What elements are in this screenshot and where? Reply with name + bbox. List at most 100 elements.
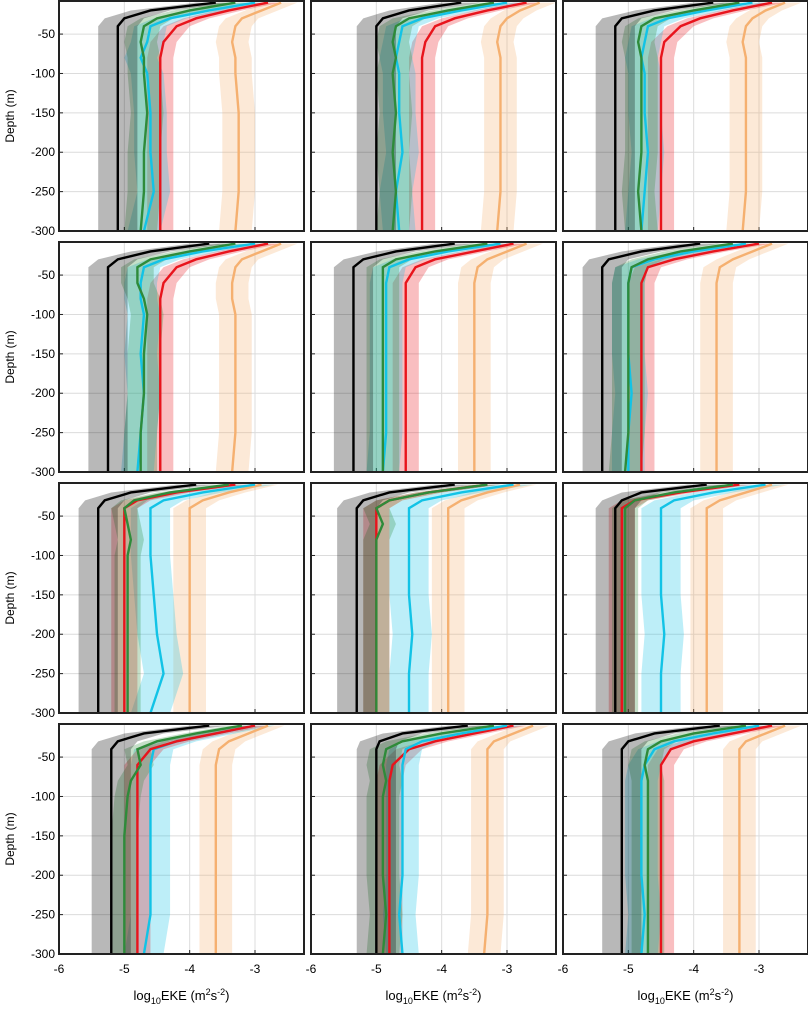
y-tick-label: -150 <box>31 106 55 120</box>
profile-line <box>407 483 514 713</box>
profile-line <box>741 1 786 231</box>
x-axis-label-part: 10 <box>151 996 161 1006</box>
x-tick-label: -3 <box>250 962 261 976</box>
spread-band <box>628 243 773 472</box>
spread-band <box>199 725 285 954</box>
plot-area <box>59 724 304 954</box>
profile-line <box>381 724 495 954</box>
plot-area <box>59 242 304 472</box>
panel <box>59 724 304 954</box>
spread-band <box>366 243 504 472</box>
profile-line <box>614 483 707 713</box>
x-tick-label: -5 <box>623 962 634 976</box>
profile-line <box>188 483 262 713</box>
y-tick-label: -100 <box>31 307 55 321</box>
y-tick-label: -150 <box>31 829 55 843</box>
x-axis-label-part: 2 <box>458 987 463 997</box>
spread-band <box>356 2 481 231</box>
panel <box>59 1 304 231</box>
x-axis-label-part: -2 <box>217 987 225 997</box>
profile-line <box>355 483 455 713</box>
spread-band <box>389 484 534 713</box>
spread-band <box>78 484 216 713</box>
y-tick-label: -100 <box>31 66 55 80</box>
panel-frame <box>58 0 305 232</box>
spread-band <box>458 243 543 472</box>
y-axis-label: Depth (m) <box>3 812 17 865</box>
profile-line <box>381 242 501 472</box>
plot-area <box>311 724 556 954</box>
panel <box>311 724 556 954</box>
spread-band <box>366 725 511 954</box>
y-axis-label: Depth (m) <box>3 89 17 142</box>
panel <box>563 242 808 472</box>
spread-band <box>88 243 229 472</box>
y-tick-label: -150 <box>31 588 55 602</box>
y-tick-label: -250 <box>31 426 55 440</box>
profile-line <box>623 483 734 713</box>
panel-frame <box>58 723 305 955</box>
x-axis-label-part: EKE (m <box>161 988 206 1003</box>
x-tick-label: -6 <box>558 962 569 976</box>
spread-band <box>595 484 727 713</box>
x-tick-label: -4 <box>436 962 447 976</box>
x-axis-label-part: EKE (m <box>413 988 458 1003</box>
y-axis-label: Depth (m) <box>3 330 17 383</box>
panel <box>563 724 808 954</box>
profile-line <box>620 724 720 954</box>
x-axis-label-part: log <box>385 988 402 1003</box>
y-tick-label: -300 <box>31 706 55 720</box>
profile-line <box>106 242 210 472</box>
x-tick-label: -3 <box>754 962 765 976</box>
profile-line <box>601 242 701 472</box>
y-tick-label: -300 <box>31 947 55 961</box>
plot-area <box>311 1 556 231</box>
y-tick-label: -300 <box>31 465 55 479</box>
y-tick-label: -200 <box>31 627 55 641</box>
profile-line <box>404 242 514 472</box>
spread-band <box>130 484 275 713</box>
profile-line <box>110 724 210 954</box>
panel-frame <box>310 482 557 714</box>
profile-line <box>214 724 269 954</box>
y-tick-label: -250 <box>31 185 55 199</box>
profile-line <box>388 724 514 954</box>
profile-line <box>636 1 740 231</box>
panel <box>563 1 808 231</box>
x-axis-label-part: 2 <box>206 987 211 997</box>
spread-band <box>595 2 733 231</box>
y-tick-label: -250 <box>31 667 55 681</box>
y-tick-label: -50 <box>38 27 56 41</box>
x-axis-label-part: log <box>133 988 150 1003</box>
x-tick-label: -5 <box>119 962 130 976</box>
spread-band <box>111 725 256 954</box>
spread-band <box>608 243 750 472</box>
profile-line <box>473 242 528 472</box>
x-axis-label-part: 10 <box>655 996 665 1006</box>
x-axis-label-part: s <box>211 988 218 1003</box>
spread-band <box>121 243 252 472</box>
plot-area <box>311 242 556 472</box>
profile-line <box>97 483 197 713</box>
spread-band <box>431 484 537 713</box>
profile-line <box>715 242 773 472</box>
panel-frame <box>562 723 808 955</box>
x-axis-label-part: ) <box>729 988 733 1003</box>
spread-band <box>621 2 756 231</box>
x-axis-label-part: -2 <box>721 987 729 997</box>
profile-line <box>391 1 495 231</box>
spread-band <box>376 2 511 231</box>
plot-area <box>59 1 304 231</box>
spread-band <box>124 725 269 954</box>
profile-line <box>640 242 760 472</box>
x-tick-label: -4 <box>184 962 195 976</box>
panel-frame <box>310 723 557 955</box>
profile-line <box>123 724 243 954</box>
x-axis-label-part: ) <box>477 988 481 1003</box>
profile-line <box>738 724 786 954</box>
profile-line <box>495 1 541 231</box>
spread-band <box>690 484 789 713</box>
spread-band <box>98 2 236 231</box>
profile-line <box>659 724 773 954</box>
